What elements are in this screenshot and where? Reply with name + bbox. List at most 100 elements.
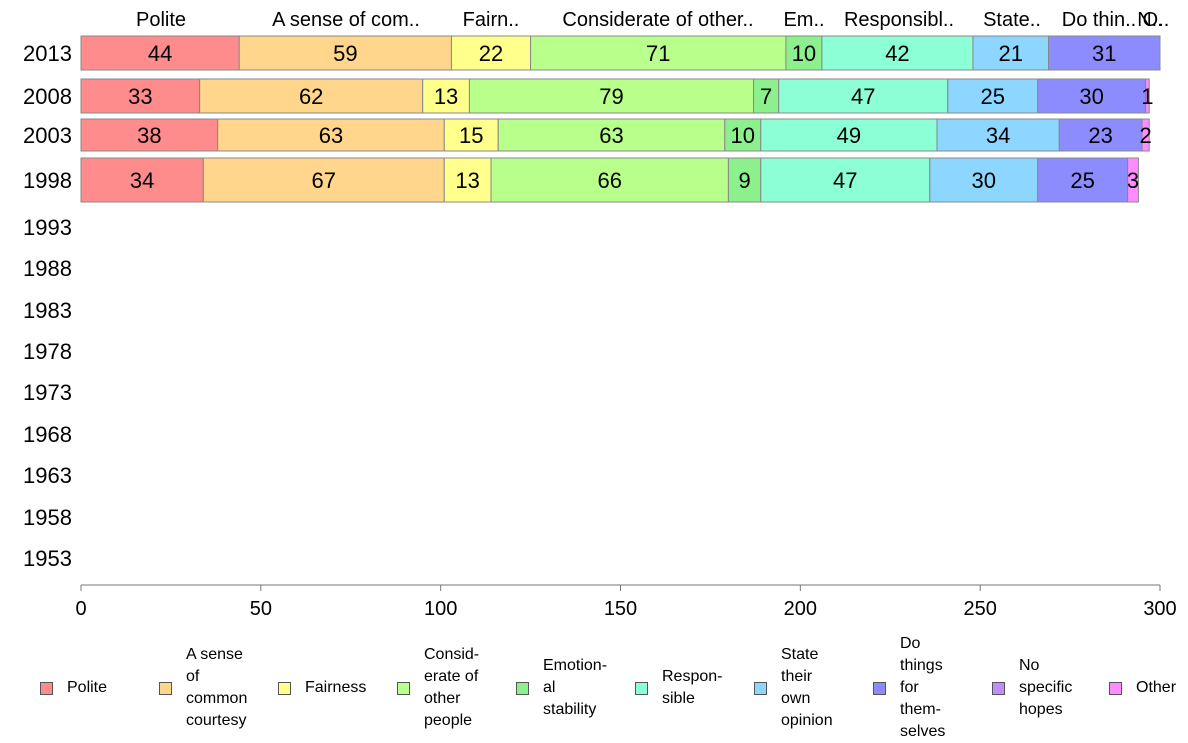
bar-value-label: 34 [986,123,1010,148]
y-tick-label: 1963 [23,463,72,488]
bar-value-label: 71 [646,41,670,66]
bar-segment [238,35,452,71]
bar-value-label: 62 [299,84,323,109]
x-tick-label: 300 [1143,598,1176,620]
legend-item: Respon- sible [635,640,722,736]
legend-swatch [992,681,1005,695]
bar-value-label: 21 [998,41,1022,66]
legend: Polite A sense of common courtesy Fairness… [0,635,1188,740]
y-tick-label: 2013 [23,41,72,66]
bar-value-label: 30 [972,168,996,193]
y-tick-label: 1983 [23,298,72,323]
legend-item: Emotion- al stability [516,640,607,736]
bar-segment [217,118,445,152]
bar-value-label: 47 [833,168,857,193]
legend-label: Respon- sible [662,668,723,707]
bar-segment [443,118,499,152]
bar-segment [753,78,780,114]
legend-swatch [754,681,767,695]
y-tick-label: 1988 [23,256,72,281]
y-tick-label: 2003 [23,123,72,148]
legend-label: A sense of common courtesy [186,646,248,729]
legend-item: A sense of common courtesy [159,640,247,736]
bar-segment [785,35,823,71]
series-top-label: A sense of com.. [272,9,420,31]
bar-value-label: 63 [599,123,623,148]
bar-segment [778,78,949,114]
bar-value-label: 13 [455,168,479,193]
bar-segment [821,35,974,71]
y-tick-label: 1973 [23,380,72,405]
legend-label: No specific hopes [1019,657,1073,718]
bar-value-label: 22 [479,41,503,66]
bar-segment [1037,157,1129,203]
bar-value-label: 31 [1092,41,1116,66]
bar-value-label: 66 [597,168,621,193]
bar-segment [1037,78,1147,114]
legend-label: Do things for them- selves [900,635,946,740]
bar-value-label: 49 [837,123,861,148]
series-top-label: Polite [136,9,186,31]
bar-segment [199,78,424,114]
bar-value-label: 59 [333,41,357,66]
y-axis-labels: 2013 2008 2003 1998 1993 1988 1983 1978 1973 1968… [23,41,72,571]
bar-value-label: 15 [459,123,483,148]
legend-swatch [278,681,291,695]
top-labels-layer: Polite A sense of com.. Fairn.. Considerate… [136,9,1169,31]
series-top-label: State.. [983,9,1041,31]
bar-segment [450,35,532,71]
legend-swatch [159,681,172,695]
bar-value-label: 38 [137,123,161,148]
bar-value-label: 25 [1070,168,1094,193]
y-tick-label: 1968 [23,422,72,447]
legend-item: Other [1109,640,1176,736]
bar-segment [760,118,938,152]
bar-value-label: 7 [760,84,772,109]
y-tick-label: 1993 [23,215,72,240]
legend-item: Fairness [278,640,366,736]
series-top-label: Responsibl.. [844,9,954,31]
bar-value-label: 3 [1127,168,1139,193]
y-tick-label: 2008 [23,84,72,109]
bar-segment [80,78,201,114]
bar-value-label: 10 [792,41,816,66]
x-tick-label: 0 [75,598,86,620]
legend-item: Consid- erate of other people [397,640,479,736]
y-tick-label: 1958 [23,505,72,530]
legend-swatch [635,681,648,695]
bar-segment [1145,78,1150,114]
bar-value-label: 25 [981,84,1005,109]
series-top-label: Em.. [783,9,824,31]
x-tick-label: 150 [604,598,637,620]
bar-segment [80,35,240,71]
x-tick-label: 250 [963,598,996,620]
legend-label: Consid- erate of other people [424,646,480,729]
y-tick-label: 1998 [23,168,72,193]
bar-value-label: 47 [851,84,875,109]
legend-label: Polite [67,679,108,696]
bar-value-label: 30 [1079,84,1103,109]
legend-label: Fairness [305,679,367,696]
bar-segment [1141,118,1150,152]
bar-segment [1058,118,1143,152]
legend-label: Other [1136,679,1177,696]
x-tick-label: 50 [250,598,272,620]
y-tick-label: 1953 [23,546,72,571]
bar-segment [1048,35,1161,71]
bar-value-label: 9 [738,168,750,193]
bar-value-label: 44 [148,41,172,66]
y-tick-label: 1978 [23,339,72,364]
legend-item: State their own opinion [754,640,833,736]
legend-item: No specific hopes [992,640,1072,736]
legend-swatch [397,681,410,695]
legend-swatch [40,681,53,695]
x-tick-label: 100 [424,598,457,620]
bar-segment [468,78,755,114]
series-top-label: Considerate of other.. [562,9,753,31]
x-axis: 0 50 100 150 200 250 300 [75,584,1177,620]
value-labels-layer: 44 59 22 71 10 42 21 31 33 62 13 79 7 47 25 30 1 38 63 15 63… [128,41,1153,193]
legend-swatch [516,681,529,695]
legend-item: Polite [40,640,107,736]
legend-item: Do things for them- selves [873,635,945,740]
